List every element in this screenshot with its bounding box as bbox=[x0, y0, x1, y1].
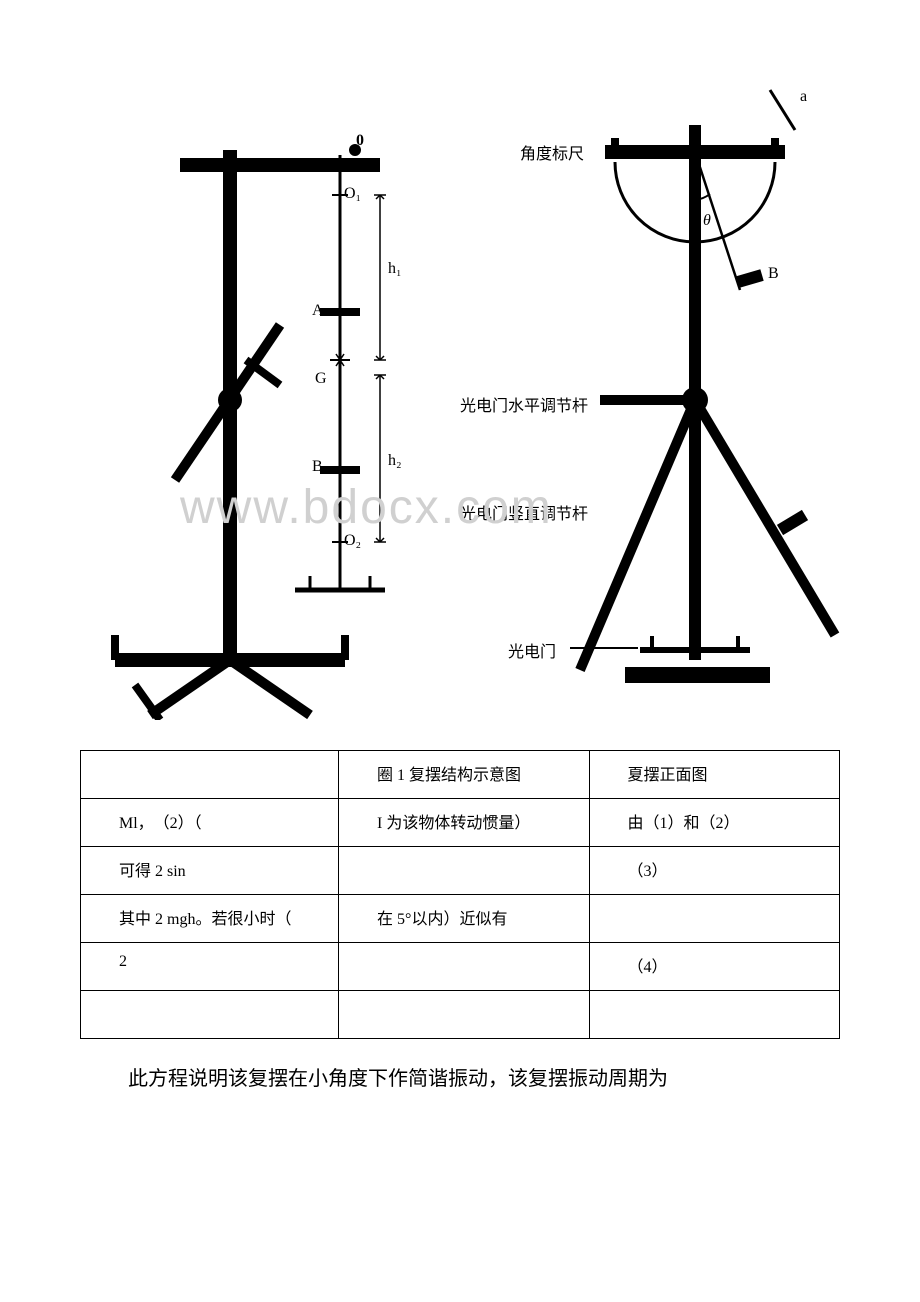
label-theta: θ bbox=[703, 212, 711, 230]
left-diagram: 0 O₁ h₁ A G B h₂ O₂ bbox=[80, 80, 420, 720]
cell: 夏摆正面图 bbox=[589, 751, 839, 799]
label-h1: h₁ bbox=[388, 260, 402, 278]
label-A: A bbox=[312, 302, 324, 320]
cell: （4） bbox=[589, 943, 839, 991]
cell bbox=[589, 895, 839, 943]
table-row bbox=[81, 991, 840, 1039]
cell: Ml， （2）（ bbox=[81, 799, 339, 847]
cell: 圈 1 复摆结构示意图 bbox=[339, 751, 589, 799]
cell bbox=[339, 943, 589, 991]
data-table: 圈 1 复摆结构示意图 夏摆正面图 Ml， （2）（ I 为该物体转动惯量） 由… bbox=[80, 750, 840, 1039]
label-B-right: B bbox=[768, 265, 779, 283]
cell bbox=[81, 751, 339, 799]
table-row: 其中 2 mgh。若很小时（ 在 5°以内）近似有 bbox=[81, 895, 840, 943]
cell: （3） bbox=[589, 847, 839, 895]
table-row: Ml， （2）（ I 为该物体转动惯量） 由（1）和（2） bbox=[81, 799, 840, 847]
cell bbox=[339, 991, 589, 1039]
label-B: B bbox=[312, 458, 323, 476]
label-G: G bbox=[315, 370, 327, 388]
watermark-text: www.bdocx.com bbox=[180, 480, 553, 535]
cell: 由（1）和（2） bbox=[589, 799, 839, 847]
cell: 可得 2 sin bbox=[81, 847, 339, 895]
cell: 在 5°以内）近似有 bbox=[339, 895, 589, 943]
cell: 其中 2 mgh。若很小时（ bbox=[81, 895, 339, 943]
label-angle-ruler: 角度标尺 bbox=[520, 140, 584, 164]
cell: I 为该物体转动惯量） bbox=[339, 799, 589, 847]
label-photogate: 光电门 bbox=[508, 638, 556, 662]
table-row: 2 （4） bbox=[81, 943, 840, 991]
table-row: 可得 2 sin （3） bbox=[81, 847, 840, 895]
label-a: a bbox=[800, 88, 807, 106]
label-b: b bbox=[818, 605, 826, 623]
cell: 2 bbox=[81, 943, 339, 991]
label-o1: O₁ bbox=[344, 185, 361, 203]
label-h2: h₂ bbox=[388, 452, 402, 470]
cell bbox=[81, 991, 339, 1039]
label-horizontal-adjust: 光电门水平调节杆 bbox=[460, 392, 588, 416]
cell bbox=[589, 991, 839, 1039]
cell bbox=[339, 847, 589, 895]
caption-paragraph: 此方程说明该复摆在小角度下作简谐振动，该复摆振动周期为 bbox=[80, 1063, 840, 1095]
table-row: 圈 1 复摆结构示意图 夏摆正面图 bbox=[81, 751, 840, 799]
label-zero: 0 bbox=[356, 132, 364, 150]
right-diagram: a 角度标尺 θ B 光电门水平调节杆 光电门竖直调节杆 光电门 b bbox=[460, 80, 840, 700]
